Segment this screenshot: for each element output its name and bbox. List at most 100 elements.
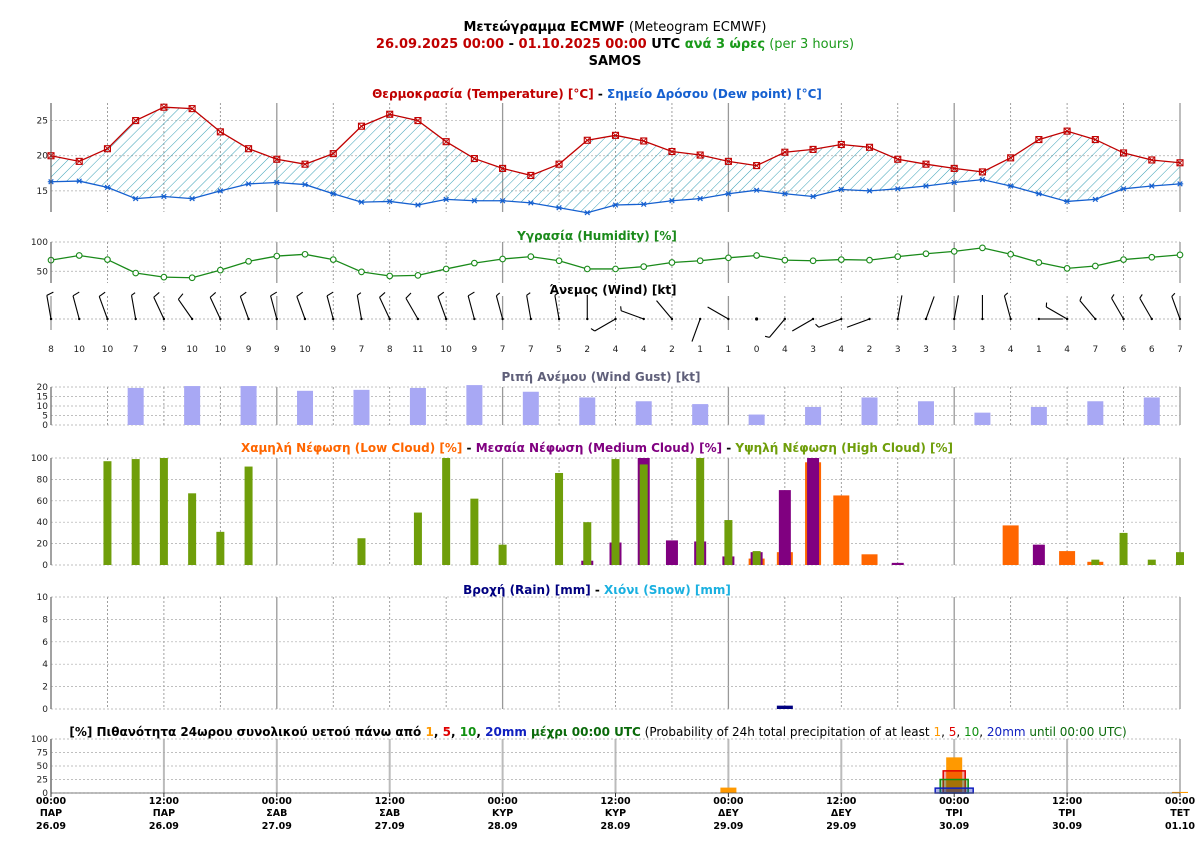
wind-barb	[98, 296, 108, 320]
gust-bar	[579, 397, 596, 425]
high-cloud-bar	[131, 459, 140, 565]
x-tick-time: 12:00	[1052, 796, 1083, 807]
temperature-point-cross	[1064, 128, 1070, 134]
x-tick-day: ΔΕΥ	[831, 808, 852, 819]
wind-barb-base	[134, 317, 137, 321]
wind-speed-label: 4	[1008, 345, 1014, 355]
wind-barb	[846, 318, 870, 328]
wind-barb	[620, 310, 644, 320]
temperature-point	[245, 145, 253, 153]
humidity-point	[245, 257, 252, 265]
low-cloud-bar	[1059, 551, 1076, 565]
humidity-point	[950, 248, 958, 255]
chart-subtitle: 26.09.2025 00:00 - 01.10.2025 00:00 UTC …	[376, 37, 854, 52]
temperature-point	[103, 145, 111, 153]
dewpoint-point	[556, 205, 562, 211]
temperature-point	[1148, 156, 1156, 164]
x-tick-time: 00:00	[262, 796, 293, 807]
dewpoint-point	[1177, 181, 1183, 187]
dewpoint-point	[302, 181, 308, 188]
prob-th-5: 5	[949, 725, 957, 739]
x-tick-day: ΠΑΡ	[153, 808, 175, 819]
temperature-point-cross	[556, 161, 562, 167]
prob-th-10: 10	[964, 725, 979, 739]
wind-barb-base	[219, 317, 222, 321]
temperature-point	[357, 122, 366, 130]
wind-barb	[1111, 297, 1125, 320]
x-tick-time: 12:00	[600, 796, 631, 807]
gust-bar	[1087, 401, 1104, 425]
temperature-point	[668, 147, 676, 156]
humidity-point	[104, 256, 111, 263]
x-tick-date: 29.09	[713, 821, 743, 832]
x-tick-time: 00:00	[1165, 796, 1196, 807]
temp-y-tick-label: 15	[37, 187, 48, 197]
temperature-point-cross	[104, 145, 111, 152]
wind-barb	[707, 306, 729, 320]
x-tick-date: 26.09	[36, 821, 66, 832]
humidity-point	[1035, 259, 1043, 266]
temperature-point-cross	[161, 104, 167, 111]
high-cloud-bar	[1091, 559, 1100, 565]
wind-speed-label: 4	[782, 345, 788, 355]
gust-bar	[409, 387, 426, 425]
humidity-y-tick-label: 50	[37, 267, 49, 277]
wind-barb	[1171, 296, 1181, 320]
gust-bar	[692, 404, 709, 425]
wind-barb-feather	[1171, 292, 1176, 297]
grid-layer	[50, 103, 1181, 794]
temperature-point-cross	[217, 129, 224, 135]
humidity-point	[499, 255, 506, 263]
wind-barb	[594, 318, 616, 332]
high-cloud-bar	[1147, 559, 1156, 565]
cloud-y-tick-label: 80	[37, 475, 49, 485]
wind-barb	[1079, 300, 1096, 320]
temperature-point-cross	[612, 132, 619, 139]
humidity-point	[471, 259, 478, 267]
humidity-point	[809, 257, 817, 265]
wind-barb-base	[247, 317, 250, 321]
x-tick-day: ΣΑΒ	[379, 808, 400, 819]
humidity-point	[414, 272, 422, 279]
prob-bar-20mm	[934, 787, 974, 794]
medium-cloud-bar	[891, 562, 904, 565]
wind-speed-label: 7	[1177, 345, 1183, 355]
temp-y-tick-label: 20	[37, 152, 49, 162]
cloud-y-tick-label: 20	[37, 540, 49, 550]
dewpoint-point	[76, 178, 82, 184]
wind-barb	[209, 297, 221, 320]
wind-barb	[953, 295, 959, 320]
medium-cloud-bar	[665, 540, 678, 565]
temperature-point	[555, 160, 563, 168]
wind-barb-base	[840, 317, 843, 321]
prob-y-tick-label: 50	[37, 762, 49, 772]
gust-bar	[297, 390, 314, 425]
dewpoint-point	[161, 193, 167, 200]
humidity-title: Υγρασία (Humidity) [%]	[516, 229, 677, 243]
gust-y-tick-label: 5	[42, 412, 48, 422]
temperature-point-cross	[951, 165, 958, 172]
dewpoint-point	[471, 198, 478, 204]
wind-speed-label: 6	[1149, 345, 1155, 355]
wind-barb-base	[1178, 317, 1182, 321]
medium-cloud-bar	[1032, 544, 1045, 565]
dewpoint-point	[923, 183, 929, 189]
cloud-y-tick-label: 0	[42, 561, 48, 571]
wind-barb-base	[642, 317, 645, 321]
chart-title: Μετεώγραμμα ECMWF (Meteogram ECMWF)	[463, 20, 766, 35]
humidity-point	[1063, 265, 1071, 272]
temp-title: Θερμοκρασία (Temperature) [°C]	[372, 87, 594, 101]
low-cloud-bar	[1002, 525, 1019, 565]
prob-th-10-bold: 10	[460, 725, 477, 739]
wind-speed-label: 3	[810, 345, 816, 355]
wind-barb-base	[162, 317, 166, 321]
humidity-point	[640, 263, 648, 270]
humidity-point	[1120, 256, 1127, 263]
wind-barb-feather	[326, 291, 334, 297]
wind-barb	[46, 295, 52, 320]
temperature-point-cross	[838, 141, 845, 148]
wind-barb-feather	[98, 291, 106, 297]
temperature-point-cross	[584, 137, 591, 144]
temperature-point-cross	[471, 155, 478, 162]
temperature-point	[1035, 136, 1043, 144]
